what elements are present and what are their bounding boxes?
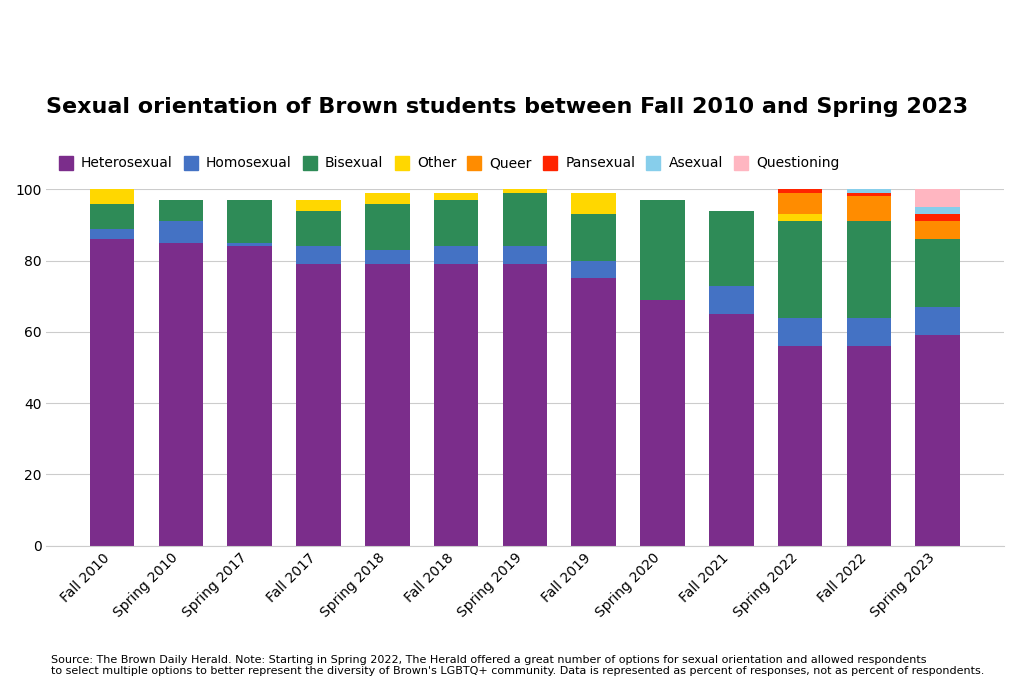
- Bar: [90, 229, 134, 239]
- Bar: [159, 221, 204, 242]
- Bar: [915, 239, 961, 307]
- Bar: [915, 214, 961, 221]
- Bar: [434, 193, 478, 200]
- Bar: [159, 242, 204, 546]
- Bar: [709, 314, 754, 546]
- Bar: [847, 193, 891, 197]
- Bar: [365, 204, 410, 250]
- Bar: [709, 285, 754, 314]
- Bar: [159, 200, 204, 221]
- Bar: [227, 200, 272, 242]
- Bar: [847, 171, 891, 189]
- Bar: [915, 221, 961, 239]
- Bar: [503, 189, 547, 193]
- Bar: [709, 211, 754, 285]
- Bar: [296, 247, 341, 264]
- Bar: [571, 261, 616, 279]
- Bar: [296, 211, 341, 247]
- Text: Sexual orientation of Brown students between Fall 2010 and Spring 2023: Sexual orientation of Brown students bet…: [46, 97, 969, 117]
- Legend: Heterosexual, Homosexual, Bisexual, Other, Queer, Pansexual, Asexual, Questionin: Heterosexual, Homosexual, Bisexual, Othe…: [53, 150, 845, 176]
- Bar: [915, 189, 961, 207]
- Bar: [571, 193, 616, 214]
- Bar: [90, 189, 134, 204]
- Bar: [503, 193, 547, 247]
- Bar: [847, 318, 891, 346]
- Bar: [571, 214, 616, 261]
- Bar: [365, 250, 410, 264]
- Bar: [778, 182, 822, 186]
- Bar: [847, 221, 891, 318]
- Bar: [227, 242, 272, 247]
- Bar: [503, 264, 547, 546]
- Bar: [434, 200, 478, 247]
- Bar: [847, 197, 891, 221]
- Bar: [90, 239, 134, 546]
- Bar: [571, 279, 616, 546]
- Bar: [503, 247, 547, 264]
- Bar: [778, 165, 822, 182]
- Bar: [640, 200, 685, 300]
- Text: Source: The Brown Daily Herald. Note: Starting in Spring 2022, The Herald offere: Source: The Brown Daily Herald. Note: St…: [51, 654, 984, 676]
- Bar: [778, 346, 822, 546]
- Bar: [90, 204, 134, 229]
- Bar: [365, 193, 410, 204]
- Bar: [915, 207, 961, 214]
- Bar: [296, 200, 341, 211]
- Bar: [778, 186, 822, 193]
- Bar: [434, 264, 478, 546]
- Bar: [365, 264, 410, 546]
- Bar: [778, 318, 822, 346]
- Bar: [915, 335, 961, 546]
- Bar: [640, 300, 685, 546]
- Bar: [847, 189, 891, 193]
- Bar: [434, 247, 478, 264]
- Bar: [227, 247, 272, 546]
- Bar: [296, 264, 341, 546]
- Bar: [778, 214, 822, 221]
- Bar: [847, 346, 891, 546]
- Bar: [915, 307, 961, 335]
- Bar: [778, 193, 822, 214]
- Bar: [778, 221, 822, 318]
